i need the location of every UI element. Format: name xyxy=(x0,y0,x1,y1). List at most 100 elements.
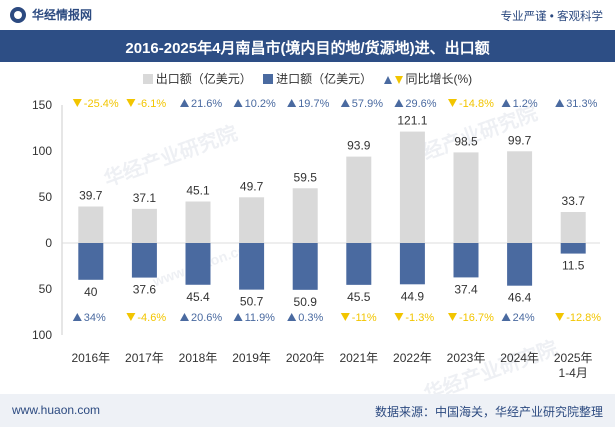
footer: www.huaon.com 数据来源：中国海关，华经产业研究院整理 xyxy=(0,394,615,427)
import-bar xyxy=(185,243,211,285)
export-growth-label: 19.7% xyxy=(298,98,329,110)
import-growth-label: 24% xyxy=(513,312,535,324)
export-bar xyxy=(239,197,265,243)
export-growth-label: 31.3% xyxy=(566,98,597,110)
import-growth-label: -1.3% xyxy=(405,312,434,324)
export-growth-up-icon xyxy=(287,99,297,107)
legend-growth: 同比增长(%) xyxy=(383,70,473,87)
import-bar xyxy=(507,243,533,286)
export-growth-label: -6.1% xyxy=(137,98,166,110)
legend-growth-label: 同比增长(%) xyxy=(405,72,473,86)
export-growth-label: 29.6% xyxy=(405,98,436,110)
export-value-label: 98.5 xyxy=(454,134,478,148)
export-growth-label: 1.2% xyxy=(513,98,538,110)
legend-import-label: 进口额（亿美元） xyxy=(276,72,373,86)
export-growth-down-icon xyxy=(72,99,82,107)
export-bar xyxy=(453,152,479,243)
import-value-label: 45.4 xyxy=(186,290,210,304)
export-value-label: 99.7 xyxy=(508,133,532,147)
x-tick-label: 2021年 xyxy=(339,351,378,365)
import-value-label: 37.6 xyxy=(133,283,157,297)
export-growth-label: -25.4% xyxy=(84,98,119,110)
import-value-label: 45.5 xyxy=(347,290,371,304)
legend-export: 出口额（亿美元） xyxy=(142,70,252,87)
export-value-label: 49.7 xyxy=(240,179,264,193)
import-growth-label: -16.7% xyxy=(459,312,494,324)
top-bar: 华经情报网 专业严谨 • 客观科学 xyxy=(0,0,615,30)
export-growth-label: 10.2% xyxy=(245,98,276,110)
import-value-label: 46.4 xyxy=(508,291,532,305)
import-growth-label: 34% xyxy=(84,312,106,324)
y-tick-label: 0 xyxy=(45,236,52,250)
import-bar xyxy=(346,243,372,285)
chart-area: 150 100 50 0 50 100 39.7 40 -25.4% 34% 2016年 37.1 37… xyxy=(32,98,601,380)
footer-site: www.huaon.com xyxy=(12,403,101,417)
export-bar xyxy=(78,206,104,243)
import-growth-down-icon xyxy=(448,313,457,321)
import-growth-down-icon xyxy=(394,313,404,321)
y-tick-label: 150 xyxy=(32,98,52,112)
export-growth-up-icon xyxy=(340,99,350,107)
tagline: 专业严谨 • 客观科学 xyxy=(500,11,603,23)
import-growth-down-icon xyxy=(126,313,136,321)
export-value-label: 37.1 xyxy=(133,191,157,205)
x-tick-label: 2016年 xyxy=(71,351,110,365)
legend-import-swatch xyxy=(263,73,274,84)
import-bar xyxy=(560,243,586,254)
import-value-label: 50.7 xyxy=(240,295,264,309)
legend-export-label: 出口额（亿美元） xyxy=(155,72,252,86)
export-growth-up-icon xyxy=(555,99,565,107)
export-bar xyxy=(292,188,318,243)
y-tick-label: 50 xyxy=(39,190,53,204)
legend-export-swatch xyxy=(142,73,153,84)
export-growth-label: 21.6% xyxy=(191,98,222,110)
export-growth-down-icon xyxy=(126,99,136,107)
export-value-label: 59.5 xyxy=(294,170,318,184)
export-bar xyxy=(399,131,425,243)
export-growth-up-icon xyxy=(501,99,511,107)
import-bar xyxy=(78,243,104,280)
export-growth-up-icon xyxy=(233,99,243,107)
import-value-label: 50.9 xyxy=(294,295,318,309)
export-value-label: 121.1 xyxy=(397,114,427,128)
import-growth-down-icon xyxy=(340,313,350,321)
x-tick-label: 2017年 xyxy=(125,351,164,365)
import-value-label: 44.9 xyxy=(401,289,425,303)
export-growth-up-icon xyxy=(180,99,189,107)
import-growth-up-icon xyxy=(72,313,82,321)
import-growth-label: 0.3% xyxy=(298,312,323,324)
logo-icon xyxy=(10,6,26,23)
chart-title: 2016-2025年4月南昌市(境内目的地/货源地)进、出口额 xyxy=(125,40,490,57)
x-tick-label: 1-4月 xyxy=(559,366,588,380)
export-growth-down-icon xyxy=(448,99,457,107)
export-value-label: 93.9 xyxy=(347,139,371,153)
import-growth-label: -4.6% xyxy=(137,312,166,324)
import-growth-up-icon xyxy=(233,313,243,321)
x-tick-label: 2020年 xyxy=(286,351,325,365)
import-growth-label: -11% xyxy=(352,312,377,324)
legend-growth-icon xyxy=(383,75,403,84)
export-growth-label: 57.9% xyxy=(352,98,383,110)
export-bar xyxy=(346,156,372,243)
import-value-label: 40 xyxy=(84,285,98,299)
y-tick-label: 100 xyxy=(32,144,52,158)
x-tick-label: 2022年 xyxy=(393,351,432,365)
import-bar xyxy=(292,243,318,290)
x-tick-label: 2019年 xyxy=(232,351,271,365)
export-value-label: 39.7 xyxy=(79,188,103,202)
y-tick-label: 100 xyxy=(32,328,52,342)
import-value-label: 37.4 xyxy=(454,282,478,296)
export-growth-up-icon xyxy=(394,99,404,107)
import-growth-label: 11.9% xyxy=(245,312,276,324)
import-growth-up-icon xyxy=(180,313,189,321)
x-tick-label: 2018年 xyxy=(179,351,218,365)
import-growth-label: 20.6% xyxy=(191,312,222,324)
legend: 出口额（亿美元） 进口额（亿美元） 同比增长(%) xyxy=(0,70,615,87)
import-growth-up-icon xyxy=(287,313,297,321)
export-bar xyxy=(131,208,157,243)
legend-import: 进口额（亿美元） xyxy=(263,70,372,87)
footer-source: 数据来源：中国海关，华经产业研究院整理 xyxy=(374,405,603,419)
title-bar: 2016-2025年4月南昌市(境内目的地/货源地)进、出口额 xyxy=(0,30,615,62)
import-bar xyxy=(131,243,157,278)
import-bar xyxy=(453,243,479,278)
